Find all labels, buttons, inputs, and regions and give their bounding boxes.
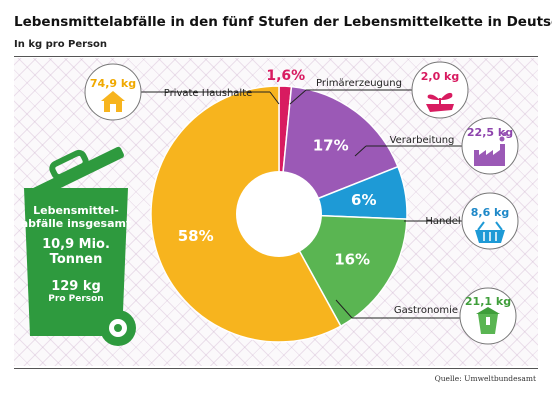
factory-icon (474, 132, 507, 166)
percent-labels: 1,6% 17% 6% 16% 58% (178, 68, 377, 268)
callout-trade: 8,6 kg Handel (404, 192, 519, 250)
callout-gastronomy: 21,1 kg Gastronomie (335, 287, 517, 345)
waste-bin: Lebensmittel- abfälle insgesamt 10,9 Mio… (21, 146, 136, 346)
category-label-trade: Handel (425, 216, 460, 227)
category-label-processing: Verarbeitung (390, 135, 455, 146)
donut-hole (236, 171, 322, 257)
bin-line2: abfälle insgesamt (21, 217, 132, 230)
value-label-gastronomy: 21,1 kg (465, 295, 511, 308)
bin-total-unit: Tonnen (50, 252, 103, 267)
value-label-processing: 22,5 kg (467, 126, 513, 139)
bin-per-person-unit: Pro Person (48, 294, 103, 304)
shopping-basket-icon (475, 221, 505, 243)
callout-primary-production: 2,0 kg Primärerzeugung (289, 61, 469, 119)
bottom-rule (14, 368, 538, 369)
percent-label-processing: 17% (313, 137, 349, 155)
bin-line1: Lebensmittel- (33, 204, 119, 217)
category-callouts: 74,9 kg Private Haushalte 2,0 kg (84, 61, 519, 345)
percent-label-primary-production: 1,6% (266, 68, 305, 84)
slice-processing (278, 85, 399, 216)
sprout-hand-icon (426, 92, 454, 112)
source-note: Quelle: Umweltbundesamt (434, 374, 536, 383)
chart-subtitle: In kg pro Person (14, 39, 108, 50)
percent-label-private-households: 58% (178, 227, 214, 245)
value-label-private-households: 74,9 kg (90, 77, 136, 90)
category-label-private-households: Private Haushalte (164, 88, 253, 99)
callout-private-households: 74,9 kg Private Haushalte (84, 63, 280, 121)
takeaway-box-icon (476, 307, 500, 334)
chart-title: Lebensmittelabfälle in den fünf Stufen d… (14, 14, 552, 30)
callout-processing: 22,5 kg Verarbeitung (354, 117, 519, 175)
value-label-trade: 8,6 kg (471, 206, 510, 219)
category-label-primary-production: Primärerzeugung (316, 78, 402, 89)
bin-per-person-value: 129 kg (51, 279, 101, 294)
value-label-primary-production: 2,0 kg (421, 70, 460, 83)
bin-total-value: 10,9 Mio. (42, 237, 110, 252)
percent-label-gastronomy: 16% (334, 251, 370, 269)
house-icon (101, 91, 125, 112)
top-rule (14, 56, 538, 57)
percent-label-trade: 6% (351, 191, 376, 209)
category-label-gastronomy: Gastronomie (394, 305, 458, 316)
